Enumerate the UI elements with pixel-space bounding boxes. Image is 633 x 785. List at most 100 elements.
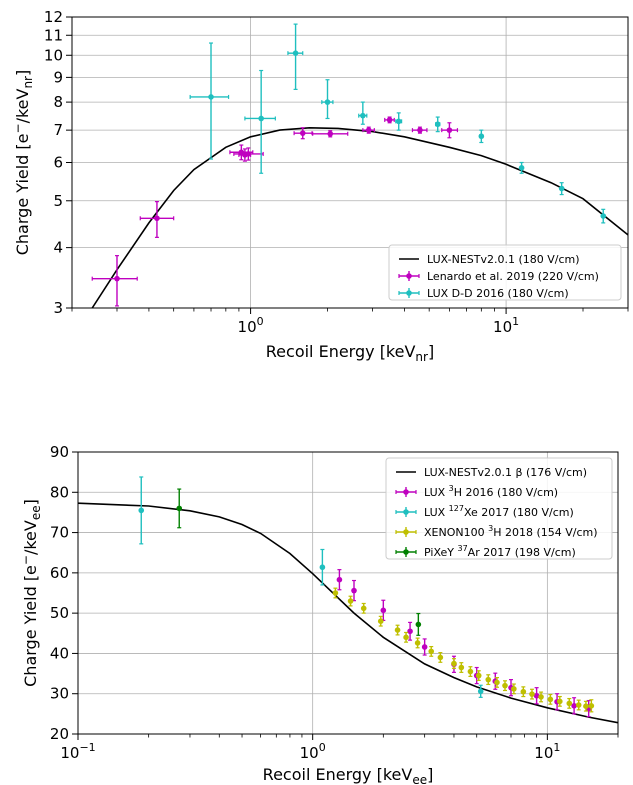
data-point xyxy=(312,130,349,138)
data-point xyxy=(437,652,444,663)
plot-frame xyxy=(77,451,619,735)
data-point xyxy=(511,683,517,695)
y-tick-label: 6 xyxy=(53,154,63,172)
data-point xyxy=(547,693,554,705)
data-point xyxy=(351,579,357,602)
data-point xyxy=(403,631,409,643)
data-point xyxy=(287,23,304,90)
y-tick-label: 9 xyxy=(53,68,63,86)
data-point xyxy=(478,129,485,144)
data-point xyxy=(293,127,313,140)
data-point xyxy=(583,700,589,712)
bottom-chart: 10−1 100 101 20 30 40 50 60 70 80 90 Recoil Energy … xyxy=(19,443,619,785)
legend-entry: XENON100 3H 2018 (154 V/cm) xyxy=(395,524,598,539)
y-tick-label: 50 xyxy=(50,604,69,622)
data-point xyxy=(538,691,544,703)
data-point xyxy=(395,112,403,131)
legend-entry: PiXeY 37Ar 2017 (198 V/cm) xyxy=(395,544,576,559)
data-point xyxy=(189,42,230,160)
grid xyxy=(78,452,618,734)
series-2 xyxy=(189,23,607,224)
y-tick-label: 40 xyxy=(50,644,69,662)
legend-label: LUX D-D 2016 (180 V/cm) xyxy=(427,287,569,300)
y-tick-label: 5 xyxy=(53,192,63,210)
data-point xyxy=(485,674,492,686)
x-tick-label: 101 xyxy=(493,315,519,336)
y-tick-label: 4 xyxy=(53,239,63,257)
data-point xyxy=(557,695,563,707)
x-minor-ticks xyxy=(71,308,629,312)
data-point xyxy=(520,686,527,698)
data-point xyxy=(244,69,276,174)
x-tick-label: 10−1 xyxy=(60,741,95,762)
data-point xyxy=(377,615,384,627)
y-tick-label: 80 xyxy=(50,483,69,501)
data-point xyxy=(441,122,459,139)
y-axis-label: Charge Yield [e−/keVnr] xyxy=(11,70,35,256)
legend-entry: LUX 127Xe 2017 (180 V/cm) xyxy=(395,504,574,519)
y-tick-label: 12 xyxy=(44,8,63,26)
data-point xyxy=(475,670,482,682)
data-point xyxy=(600,208,607,224)
series-4 xyxy=(176,488,422,636)
legend-entry: LUX-NESTv2.0.1 β (176 V/cm) xyxy=(396,466,587,479)
data-point xyxy=(358,101,368,125)
y-tick-label: 60 xyxy=(50,564,69,582)
y-tick-label: 10 xyxy=(44,46,63,64)
legend: LUX-NESTv2.0.1 β (176 V/cm) LUX 3H 2016 (… xyxy=(385,457,613,560)
legend-label: XENON100 3H 2018 (154 V/cm) xyxy=(424,524,598,539)
x-tick-label: 100 xyxy=(238,315,264,336)
y-tick-label: 8 xyxy=(53,93,63,111)
data-point xyxy=(319,548,326,586)
series-3 xyxy=(332,587,595,713)
data-point xyxy=(360,602,367,614)
data-point xyxy=(502,680,508,692)
y-tick-label: 7 xyxy=(53,121,63,139)
data-point xyxy=(575,699,582,711)
legend-label: LUX 127Xe 2017 (180 V/cm) xyxy=(424,504,574,519)
model-curve xyxy=(78,502,618,724)
data-point xyxy=(434,116,441,133)
legend-entry: LUX 3H 2016 (180 V/cm) xyxy=(395,484,558,499)
data-point xyxy=(332,587,339,599)
legend-label: PiXeY 37Ar 2017 (198 V/cm) xyxy=(424,544,576,559)
x-tick-label: 101 xyxy=(534,741,560,762)
data-point xyxy=(467,666,474,677)
legend-entry: LUX D-D 2016 (180 V/cm) xyxy=(398,287,569,300)
series-2 xyxy=(138,476,484,698)
data-point xyxy=(336,569,343,591)
data-point xyxy=(428,645,435,657)
y-tick-label: 70 xyxy=(50,524,69,542)
data-point xyxy=(138,476,145,545)
x-axis-label: Recoil Energy [keVee] xyxy=(263,765,434,785)
legend-entry: Lenardo et al. 2019 (220 V/cm) xyxy=(398,270,599,283)
legend-label: LUX 3H 2016 (180 V/cm) xyxy=(424,484,558,499)
data-point xyxy=(139,201,175,238)
data-point xyxy=(533,687,540,705)
y-tick-label: 11 xyxy=(44,26,63,44)
model-curve xyxy=(91,126,628,308)
legend-label: LUX-NESTv2.0.1 (180 V/cm) xyxy=(427,253,580,266)
data-point xyxy=(529,688,535,700)
y-axis-label: Charge Yield [e−/keVee] xyxy=(19,499,43,687)
data-point xyxy=(518,161,525,174)
data-point xyxy=(494,676,500,688)
data-point xyxy=(233,147,264,161)
series-1 xyxy=(336,569,592,718)
data-point xyxy=(477,684,484,698)
legend-label: LUX-NESTv2.0.1 β (176 V/cm) xyxy=(424,466,587,479)
data-point xyxy=(347,595,354,607)
data-point xyxy=(558,182,565,196)
data-point xyxy=(451,658,457,669)
data-point xyxy=(414,637,421,649)
data-point xyxy=(588,699,595,713)
data-point xyxy=(415,612,422,636)
data-point xyxy=(384,116,395,124)
data-point xyxy=(571,697,577,715)
data-point xyxy=(458,662,465,673)
data-point xyxy=(566,697,573,709)
x-minor-ticks xyxy=(148,734,619,738)
data-point xyxy=(394,624,401,636)
